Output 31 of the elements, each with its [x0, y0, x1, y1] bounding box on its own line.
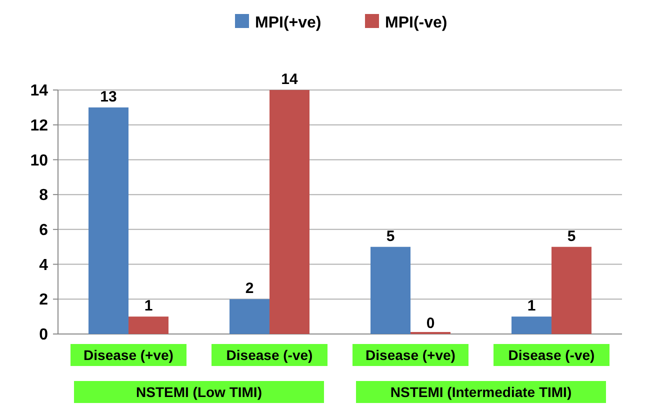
bar	[128, 316, 168, 334]
bar	[512, 316, 552, 334]
data-label: 0	[426, 315, 435, 332]
y-tick-label: 4	[39, 256, 48, 274]
y-tick-label: 6	[39, 222, 48, 240]
y-tick-label: 14	[30, 82, 48, 100]
data-label: 13	[100, 88, 117, 106]
data-label: 5	[386, 228, 395, 245]
y-tick-label: 0	[39, 326, 48, 344]
text: NSTEMI (Low TIMI)	[136, 384, 262, 400]
bar	[230, 299, 270, 334]
x-tick-label: Disease (+ve)	[366, 347, 456, 363]
x-tick-label: Disease (+ve)	[84, 347, 174, 363]
y-tick-label: 10	[30, 152, 48, 170]
bar	[88, 107, 128, 334]
x-tick-label: Disease (-ve)	[508, 347, 595, 363]
y-tick-label: 12	[30, 117, 48, 134]
text: NSTEMI (Intermediate TIMI)	[390, 384, 572, 400]
bar	[270, 90, 310, 334]
bar	[370, 246, 410, 334]
data-label: 1	[527, 298, 536, 315]
legend-label: MPI(-ve)	[385, 14, 448, 32]
y-tick-label: 2	[39, 292, 48, 309]
x-tick-label: Disease (-ve)	[226, 347, 313, 363]
data-label: 1	[144, 298, 153, 315]
data-label: 2	[245, 280, 254, 298]
bar	[552, 246, 592, 334]
data-label: 14	[281, 71, 298, 88]
data-label: 5	[567, 228, 576, 245]
y-tick-label: 8	[39, 187, 48, 204]
legend-label: MPI(+ve)	[255, 14, 322, 32]
